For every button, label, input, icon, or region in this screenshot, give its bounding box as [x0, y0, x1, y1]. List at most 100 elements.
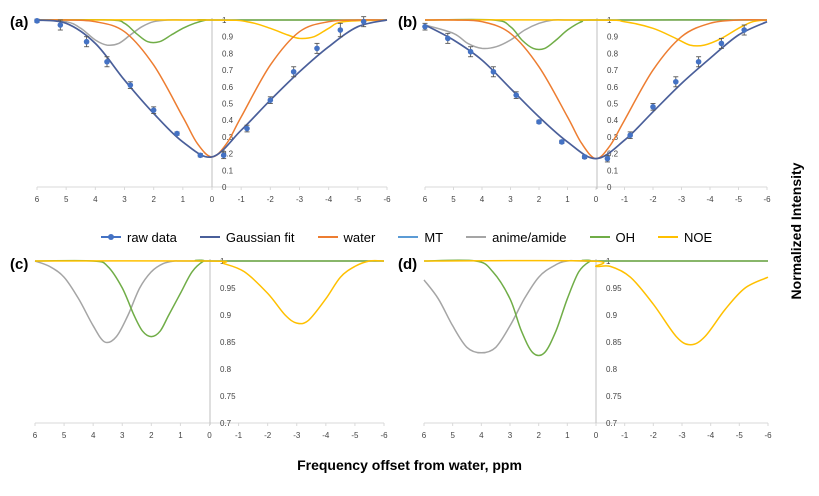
x-tick-label: 0 — [594, 195, 599, 204]
x-tick-label: 2 — [151, 195, 156, 204]
legend-label: raw data — [127, 229, 177, 245]
raw-data-point — [467, 48, 474, 55]
chart-legend: raw data Gaussian fit water MT anime/amide OH… — [100, 228, 760, 246]
y-tick-label: 0.4 — [607, 116, 619, 125]
x-tick-label: -1 — [235, 431, 243, 440]
x-tick-label: -6 — [763, 195, 771, 204]
y-tick-label: 0.9 — [222, 33, 234, 42]
panel-label-b: (b) — [398, 14, 418, 31]
x-tick-label: -4 — [706, 195, 714, 204]
legend-marker — [108, 234, 114, 240]
series-oh-line — [34, 259, 384, 338]
y-tick-label: 0.75 — [220, 392, 236, 401]
x-tick-label: 4 — [480, 195, 485, 204]
y-tick-label: 0 — [222, 183, 227, 192]
raw-data-point — [581, 154, 588, 160]
y-tick-label: 0.7 — [606, 419, 618, 428]
x-axis-label: Frequency offset from water, ppm — [297, 457, 522, 473]
y-tick-label: 0.2 — [222, 150, 234, 159]
x-tick-label: -3 — [296, 195, 304, 204]
raw-data-point — [127, 82, 134, 88]
series-noe-line — [423, 259, 769, 346]
x-tick-label: 2 — [536, 431, 541, 440]
raw-data-point — [559, 139, 565, 145]
series-anime-amide-line — [424, 18, 767, 50]
y-tick-label: 0.6 — [607, 83, 619, 92]
x-tick-label: -3 — [678, 195, 686, 204]
x-tick-label: 5 — [62, 431, 67, 440]
x-tick-label: -6 — [380, 431, 388, 440]
x-tick-label: 0 — [207, 431, 212, 440]
legend-swatch-noe — [658, 236, 679, 238]
legend-label: MT — [424, 229, 444, 245]
x-tick-label: 3 — [120, 431, 125, 440]
raw-data-point — [695, 58, 702, 65]
legend-label: OH — [615, 229, 636, 245]
legend-label: NOE — [684, 229, 713, 245]
y-tick-label: 0.7 — [607, 66, 619, 75]
legend-item-oh: OH — [589, 229, 636, 245]
legend-item-water: water — [317, 229, 376, 245]
x-tick-label: 3 — [122, 195, 127, 204]
x-tick-label: 5 — [64, 195, 69, 204]
series-noe-line — [36, 19, 388, 40]
legend-swatch-anime-amide — [466, 236, 487, 238]
x-tick-label: 4 — [479, 431, 484, 440]
legend-item-noe: NOE — [657, 230, 712, 245]
legend-swatch-gaussian-fit — [199, 236, 220, 238]
y-tick-label: 0.75 — [606, 392, 622, 401]
series-gaussian-fit-line — [36, 19, 388, 158]
y-tick-label: 0.5 — [607, 100, 619, 109]
y-tick-label: 0.5 — [222, 100, 234, 109]
x-tick-label: -5 — [351, 431, 359, 440]
chart-panel-a: 6 5 4 3 2 1 0 -1 -2 -3 -4 -5 -6 0 0.1 0.2 0.3 0.4 0.5 0.6 0.… — [34, 16, 391, 204]
y-tick-label: 0.2 — [607, 150, 619, 159]
chart-panel-b: 6 5 4 3 2 1 0 -1 -2 -3 -4 -5 -6 0 0.1 0.2 0.3 0.4 0.5 0.6 0.… — [422, 16, 771, 204]
x-tick-label: 4 — [93, 195, 98, 204]
x-tick-label: 4 — [91, 431, 96, 440]
legend-label: water — [343, 229, 376, 245]
x-tick-label: 5 — [450, 431, 455, 440]
legend-item-anime-amide: anime/amide — [465, 230, 567, 245]
raw-data-point — [267, 97, 274, 103]
legend-swatch-water — [317, 236, 338, 238]
series-oh-line — [424, 18, 768, 51]
x-tick-label: -4 — [325, 195, 333, 204]
legend-item-raw-data: raw data — [100, 230, 177, 245]
x-tick-label: -5 — [354, 195, 362, 204]
raw-data-point — [673, 78, 679, 85]
raw-data-point — [513, 92, 519, 98]
raw-data-point — [490, 68, 497, 75]
raw-data-point — [422, 23, 428, 30]
raw-data-point — [337, 27, 344, 33]
raw-data-point — [650, 104, 656, 110]
x-tick-label: -1 — [238, 195, 246, 204]
x-tick-label: -1 — [621, 195, 629, 204]
y-tick-label: 0.3 — [222, 133, 234, 142]
x-tick-label: -3 — [293, 431, 301, 440]
y-tick-label: 0.3 — [607, 133, 619, 142]
legend-label: Gaussian fit — [225, 229, 295, 245]
x-tick-label: 2 — [537, 195, 542, 204]
x-tick-label: 2 — [149, 431, 154, 440]
chart-panel-c: 6 5 4 3 2 1 0 -1 -2 -3 -4 -5 -6 0.7 0.75 0.8 0.85 0.9 0.95… — [33, 257, 388, 440]
y-tick-label: 0.9 — [607, 33, 619, 42]
y-tick-label: 0.7 — [222, 66, 234, 75]
panel-label-c: (c) — [10, 256, 29, 273]
raw-data-point — [314, 45, 320, 52]
panel-label-a: (a) — [10, 14, 29, 31]
raw-data-point — [197, 152, 204, 159]
raw-data-point — [604, 155, 611, 162]
raw-data-point — [174, 130, 180, 137]
x-tick-label: 0 — [210, 195, 215, 204]
raw-data-point — [445, 35, 451, 42]
raw-data-point — [718, 40, 725, 47]
series-noe-line — [424, 19, 768, 47]
x-tick-label: -6 — [764, 431, 772, 440]
y-tick-label: 0 — [607, 183, 612, 192]
y-tick-label: 0.95 — [220, 284, 236, 293]
x-tick-label: -3 — [678, 431, 686, 440]
x-tick-label: -6 — [383, 195, 391, 204]
y-axis-label: Normalized Intensity — [788, 162, 804, 300]
y-tick-label: 0.9 — [606, 311, 618, 320]
